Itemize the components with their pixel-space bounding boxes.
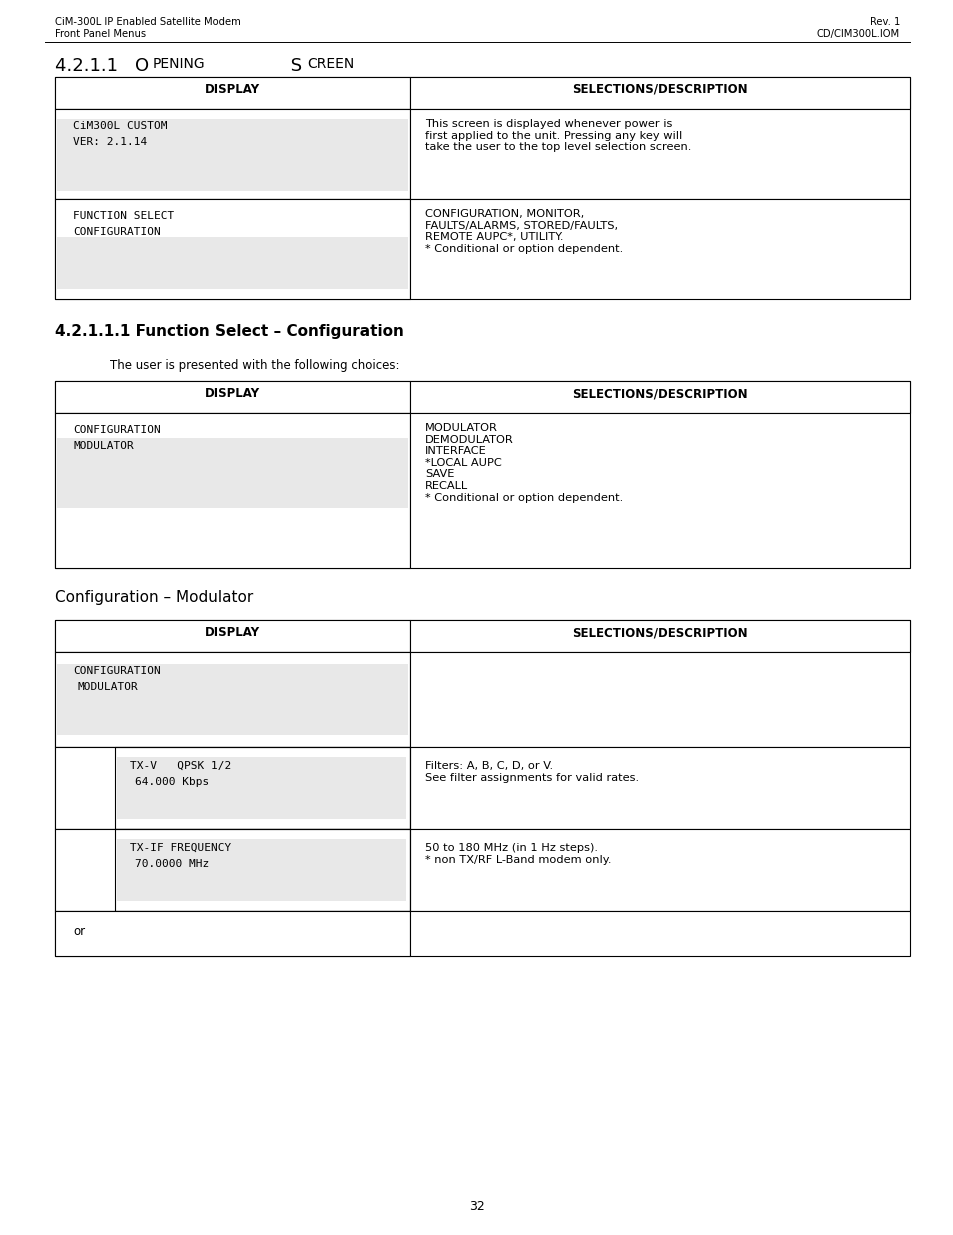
Bar	[55, 911, 410, 956]
Text: Filters: A, B, C, D, or V.
See filter assignments for valid rates.: Filters: A, B, C, D, or V. See filter as…	[424, 761, 639, 783]
Bar	[55, 199, 410, 299]
Bar	[55, 620, 909, 652]
Bar	[57, 119, 408, 191]
Text: CONFIGURATION: CONFIGURATION	[73, 227, 161, 237]
Text: 70.0000 MHz: 70.0000 MHz	[135, 860, 209, 869]
Text: 32: 32	[469, 1200, 484, 1213]
Bar	[55, 829, 410, 911]
Text: TX-IF FREQUENCY: TX-IF FREQUENCY	[130, 844, 231, 853]
Bar	[410, 109, 909, 199]
Text: MODULATOR: MODULATOR	[77, 682, 137, 692]
Bar	[115, 747, 410, 829]
Bar	[55, 109, 410, 199]
Text: DISPLAY: DISPLAY	[205, 83, 260, 96]
Bar	[57, 438, 408, 508]
Text: DISPLAY: DISPLAY	[205, 387, 260, 400]
Bar	[57, 237, 408, 289]
Text: CONFIGURATION: CONFIGURATION	[73, 425, 161, 435]
Bar	[410, 829, 909, 911]
Bar	[55, 829, 410, 911]
Bar	[55, 199, 410, 299]
Text: S: S	[285, 57, 302, 75]
Bar	[117, 839, 406, 902]
Bar	[410, 747, 909, 829]
Bar	[410, 412, 909, 568]
Text: 4.2.1.1: 4.2.1.1	[55, 57, 124, 75]
Bar	[410, 77, 909, 109]
Bar	[117, 757, 406, 819]
Text: CiM-300L IP Enabled Satellite Modem: CiM-300L IP Enabled Satellite Modem	[55, 17, 240, 27]
Bar	[55, 77, 410, 109]
Text: 64.000 Kbps: 64.000 Kbps	[135, 777, 209, 787]
Bar	[55, 620, 410, 652]
Text: 50 to 180 MHz (in 1 Hz steps).
* non TX/RF L-Band modem only.: 50 to 180 MHz (in 1 Hz steps). * non TX/…	[424, 844, 611, 864]
Bar	[55, 911, 410, 956]
Bar	[55, 382, 909, 412]
Text: TX-V   QPSK 1/2: TX-V QPSK 1/2	[130, 761, 231, 771]
Bar	[55, 412, 410, 568]
Text: Configuration – Modulator: Configuration – Modulator	[55, 590, 253, 605]
Text: O: O	[135, 57, 149, 75]
Bar	[410, 382, 909, 412]
Text: VER: 2.1.14: VER: 2.1.14	[73, 137, 147, 147]
Text: CONFIGURATION, MONITOR,
FAULTS/ALARMS, STORED/FAULTS,
REMOTE AUPC*, UTILITY.
* C: CONFIGURATION, MONITOR, FAULTS/ALARMS, S…	[424, 209, 622, 254]
Text: SELECTIONS/DESCRIPTION: SELECTIONS/DESCRIPTION	[572, 83, 747, 96]
Bar	[55, 652, 410, 747]
Text: CD/CIM300L.IOM: CD/CIM300L.IOM	[816, 28, 899, 40]
Text: SELECTIONS/DESCRIPTION: SELECTIONS/DESCRIPTION	[572, 387, 747, 400]
Bar	[55, 652, 410, 747]
Bar	[55, 382, 410, 412]
Text: 4.2.1.1.1 Function Select – Configuration: 4.2.1.1.1 Function Select – Configuratio…	[55, 324, 403, 338]
Text: MODULATOR
DEMODULATOR
INTERFACE
*LOCAL AUPC
SAVE
RECALL
* Conditional or option : MODULATOR DEMODULATOR INTERFACE *LOCAL A…	[424, 424, 622, 503]
Text: Rev. 1: Rev. 1	[869, 17, 899, 27]
Bar	[410, 652, 909, 747]
Bar	[55, 109, 410, 199]
Text: or: or	[73, 925, 85, 939]
Text: CiM300L CUSTOM: CiM300L CUSTOM	[73, 121, 168, 131]
Text: The user is presented with the following choices:: The user is presented with the following…	[110, 359, 399, 372]
Bar	[410, 199, 909, 299]
Text: FUNCTION SELECT: FUNCTION SELECT	[73, 211, 174, 221]
Bar	[55, 77, 909, 109]
Bar	[55, 747, 410, 829]
Text: CONFIGURATION: CONFIGURATION	[73, 666, 161, 676]
Text: Front Panel Menus: Front Panel Menus	[55, 28, 146, 40]
Bar	[115, 829, 410, 911]
Text: DISPLAY: DISPLAY	[205, 626, 260, 638]
Bar	[55, 747, 410, 829]
Text: CREEN: CREEN	[307, 57, 354, 70]
Text: SELECTIONS/DESCRIPTION: SELECTIONS/DESCRIPTION	[572, 626, 747, 638]
Bar	[410, 911, 909, 956]
Bar	[55, 412, 410, 568]
Text: PENING: PENING	[152, 57, 206, 70]
Bar	[410, 620, 909, 652]
Text: MODULATOR: MODULATOR	[73, 441, 133, 451]
Bar	[57, 664, 408, 735]
Text: This screen is displayed whenever power is
first applied to the unit. Pressing a: This screen is displayed whenever power …	[424, 119, 691, 152]
